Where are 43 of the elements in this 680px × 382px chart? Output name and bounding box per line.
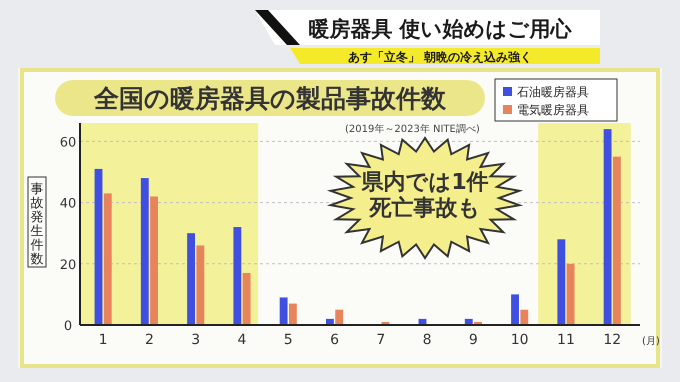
bar [104,193,112,325]
x-tick-label: 1 [98,332,108,348]
bar [566,264,575,325]
bar [150,196,158,325]
x-tick-label: 10 [510,332,529,348]
bar [187,233,196,325]
x-tick-label: 7 [376,332,386,348]
bar [196,245,204,325]
x-tick-label: 4 [238,332,247,348]
x-tick-label: 8 [422,332,432,348]
y-tick-label: 0 [64,319,72,334]
x-tick-label: 12 [603,332,622,348]
y-tick-label: 20 [60,258,76,273]
y-tick-label: 40 [60,196,76,212]
bar [335,310,344,325]
bar [280,297,288,325]
bar [94,168,102,325]
x-tick-label: 6 [330,332,340,348]
chart-title: 全国の暖房器具の製品事故件数 [93,84,447,113]
x-tick-label: 3 [191,332,200,348]
bar [242,272,251,325]
x-tick-label: 9 [468,332,478,348]
annotation: 県内では1件 [360,170,489,195]
legend-label: 電気暖房器具 [517,103,589,117]
bar [612,156,621,325]
annotation: 死亡事故も [368,195,480,221]
legend-label: 石油暖房器具 [517,85,589,99]
bar [557,239,566,325]
y-axis-title: 事故発生件数 [30,182,44,267]
text: 暖房器具 使い始めはご用心 [308,17,573,41]
bar [288,304,297,325]
y-tick-label: 60 [60,135,76,150]
bar [604,129,612,325]
x-tick-label: 11 [557,332,575,348]
bar [511,294,519,325]
text: あす「立冬」 朝晩の冷え込み強く [348,50,532,64]
x-axis-title: (月) [642,336,660,347]
bar [140,178,149,325]
x-tick-label: 2 [144,332,154,348]
bar [520,310,528,325]
bar [233,227,242,325]
annotation: (2019年～2023年 NITE調べ) [345,123,480,135]
x-tick-label: 5 [284,332,293,348]
